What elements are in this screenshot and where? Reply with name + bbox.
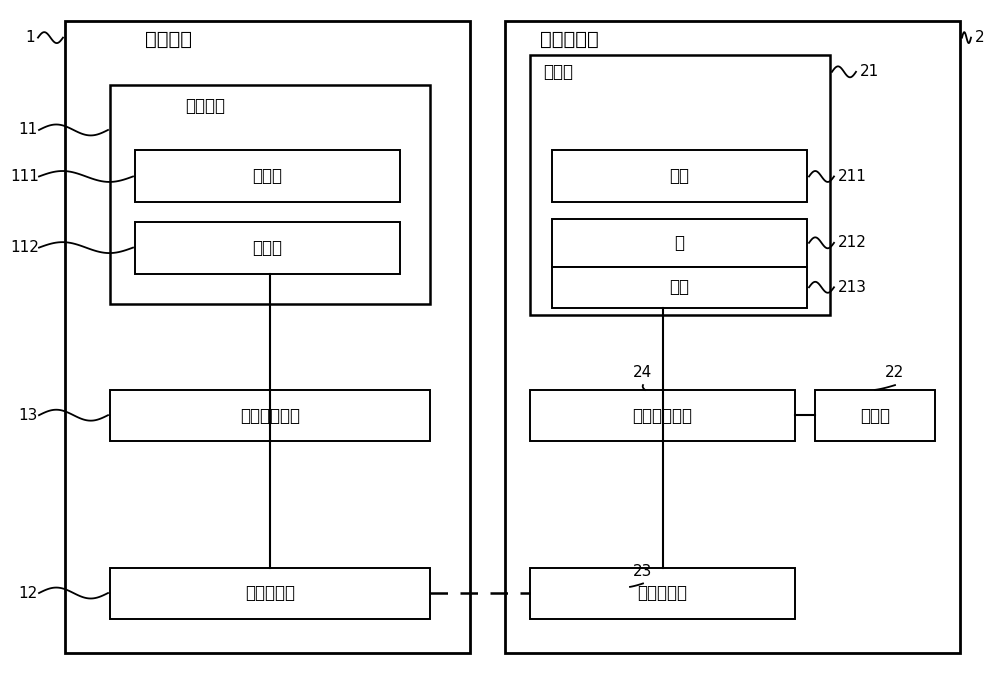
Text: 12: 12	[18, 586, 37, 601]
Bar	[552, 150, 807, 202]
Text: 211: 211	[838, 169, 867, 184]
Bar	[530, 55, 830, 315]
Bar	[110, 568, 430, 619]
Text: 装置侧控制部: 装置侧控制部	[633, 406, 693, 425]
Text: 112: 112	[10, 240, 39, 255]
Text: 24: 24	[633, 365, 653, 380]
Text: 热头: 热头	[670, 167, 690, 185]
Text: 213: 213	[838, 280, 867, 295]
Text: 操作部: 操作部	[252, 239, 283, 257]
Text: 终端侧接口: 终端侧接口	[245, 584, 295, 603]
Text: 22: 22	[885, 365, 905, 380]
Text: 装置侧接口: 装置侧接口	[638, 584, 688, 603]
Bar	[65, 21, 470, 653]
Bar	[505, 21, 960, 653]
Bar	[110, 86, 430, 304]
Bar	[815, 390, 935, 441]
Text: 带打印装置: 带打印装置	[540, 30, 599, 49]
Text: 21: 21	[860, 64, 879, 79]
Text: 23: 23	[633, 564, 653, 579]
Bar	[530, 390, 795, 441]
Text: 11: 11	[18, 122, 37, 137]
Text: 打印部: 打印部	[543, 63, 573, 81]
Text: 111: 111	[10, 169, 39, 184]
Bar	[552, 267, 807, 308]
Text: 触摸面板: 触摸面板	[185, 97, 225, 115]
Text: 终端侧控制部: 终端侧控制部	[240, 406, 300, 425]
Bar	[530, 568, 795, 619]
Bar	[552, 219, 807, 267]
Text: 检测部: 检测部	[860, 406, 890, 425]
Text: 2: 2	[975, 30, 985, 45]
Bar	[135, 222, 400, 274]
Text: 便携终端: 便携终端	[145, 30, 192, 49]
Text: 212: 212	[838, 235, 867, 250]
Text: 辊: 辊	[674, 234, 684, 252]
Text: 电机: 电机	[670, 278, 690, 296]
Text: 显示部: 显示部	[252, 167, 283, 185]
Text: 1: 1	[25, 30, 35, 45]
Text: 13: 13	[18, 408, 37, 423]
Bar	[110, 390, 430, 441]
Bar	[135, 150, 400, 202]
